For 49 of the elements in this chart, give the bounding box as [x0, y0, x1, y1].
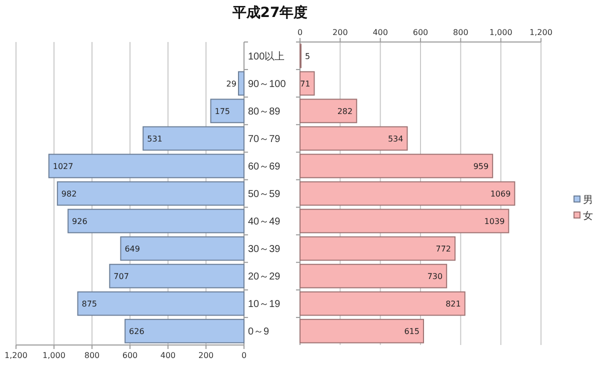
- data-label: 772: [436, 244, 452, 254]
- y-tick-label: 0～9: [248, 326, 270, 338]
- legend-label: 男: [583, 195, 593, 206]
- y-tick-label: 60～69: [248, 161, 281, 172]
- y-tick-label: 70～79: [248, 134, 281, 145]
- data-label: 534: [388, 134, 404, 144]
- data-label: 707: [114, 272, 129, 282]
- x-tick-label: 600: [122, 351, 138, 360]
- x2-tick-label: 600: [412, 28, 428, 37]
- data-label: 71: [300, 79, 310, 88]
- data-label: 615: [404, 327, 420, 336]
- x2-tick-label: 800: [453, 28, 468, 37]
- x2-tick-label: 200: [332, 28, 348, 37]
- data-label: 175: [214, 106, 230, 116]
- data-label: 821: [446, 300, 461, 309]
- data-label: 531: [147, 134, 162, 144]
- data-label: 959: [473, 162, 489, 171]
- data-label: 282: [337, 106, 353, 116]
- x-tick-label: 800: [84, 351, 100, 360]
- y-tick-label: 10～19: [248, 299, 281, 310]
- y-tick-label: 30～39: [248, 244, 281, 256]
- data-label: 982: [61, 190, 77, 198]
- chart-title: 平成27年度: [231, 4, 308, 21]
- data-label: 1039: [484, 217, 505, 226]
- legend-label: 女: [583, 210, 593, 222]
- x2-tick-label: 1,000: [489, 28, 512, 37]
- x-tick-label: 200: [198, 351, 214, 360]
- y-tick-label: 20～29: [248, 272, 281, 283]
- y-tick-label: 40～49: [248, 216, 281, 228]
- data-label: 5: [305, 52, 310, 61]
- x-tick-label: 1,000: [42, 351, 66, 360]
- y-tick-label: 80～89: [248, 106, 281, 118]
- x-tick-label: 0: [241, 351, 247, 360]
- data-label: 875: [82, 300, 98, 309]
- data-label: 649: [124, 244, 140, 254]
- y-tick-label: 100以上: [248, 50, 285, 62]
- y-tick-label: 50～59: [248, 189, 281, 200]
- x2-tick-label: 400: [372, 28, 388, 37]
- x2-tick-label: 0: [297, 28, 303, 37]
- x-tick-label: 1,200: [4, 351, 28, 360]
- data-label: 926: [72, 217, 88, 226]
- data-label: 29: [226, 79, 236, 88]
- data-label: 730: [427, 272, 443, 282]
- data-label: 1027: [52, 162, 74, 171]
- x2-tick-label: 1,200: [530, 28, 552, 37]
- y-tick-label: 90～100: [248, 78, 286, 90]
- data-label: 1069: [490, 190, 511, 198]
- x-tick-label: 400: [160, 351, 176, 360]
- data-label: 626: [129, 327, 144, 336]
